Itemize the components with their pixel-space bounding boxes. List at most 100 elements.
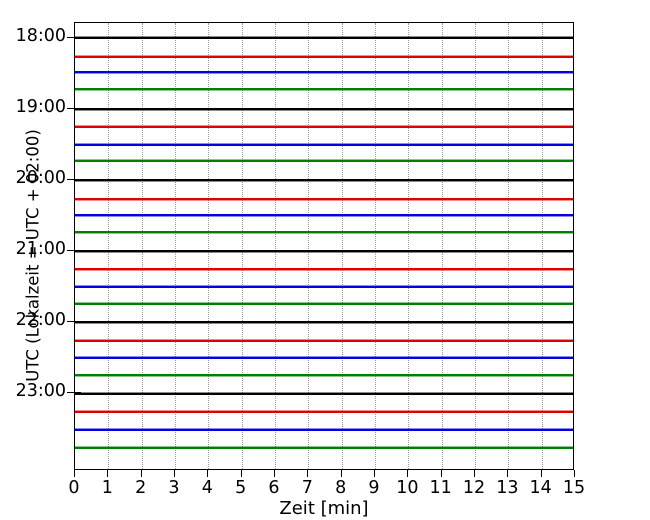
y-tick-mark <box>67 108 74 110</box>
y-tick-mark <box>67 392 74 394</box>
trace-20-30 <box>75 213 573 217</box>
y-tick-mark-inner <box>74 179 81 181</box>
trace-core-line <box>75 392 573 395</box>
x-tick-mark <box>474 470 475 477</box>
gridline-vertical <box>241 23 243 469</box>
trace-core-line <box>75 302 573 305</box>
trace-23-30 <box>75 428 573 432</box>
trace-core-line <box>75 108 573 111</box>
trace-19-00 <box>75 107 573 111</box>
x-tick-mark <box>340 470 342 477</box>
x-tick-mark <box>140 470 142 477</box>
x-tick-mark <box>540 470 542 477</box>
gridline-vertical <box>375 23 376 469</box>
y-tick-mark-inner <box>74 250 81 252</box>
x-tick-label: 1 <box>101 478 113 498</box>
trace-core-line <box>75 268 573 271</box>
x-axis-label: Zeit [min] <box>279 498 369 519</box>
y-tick-mark-inner <box>74 392 81 394</box>
trace-core-line <box>75 446 573 449</box>
gridline-vertical <box>541 23 543 469</box>
trace-core-line <box>75 125 573 128</box>
trace-22-00 <box>75 320 573 324</box>
plot-area <box>74 22 574 470</box>
x-tick-label: 11 <box>429 478 452 498</box>
x-tick-mark <box>274 470 275 477</box>
x-tick-label: 5 <box>235 478 247 498</box>
trace-core-line <box>75 179 573 182</box>
y-axis-label: UTC (Lokalzeit = UTC + 02:00) <box>23 129 43 382</box>
trace-21-30 <box>75 285 573 289</box>
x-tick-label: 3 <box>168 478 180 498</box>
trace-core-line <box>75 357 573 360</box>
gridline-vertical <box>208 23 210 469</box>
y-tick-mark-inner <box>74 36 81 38</box>
trace-18-15 <box>75 54 573 58</box>
gridline-vertical <box>141 23 143 469</box>
x-tick-mark <box>507 470 509 477</box>
trace-core-line <box>75 198 573 201</box>
trace-core-line <box>75 285 573 288</box>
trace-21-45 <box>75 302 573 306</box>
y-tick-label: 20:00 <box>15 168 66 189</box>
y-tick-mark <box>67 250 74 252</box>
x-tick-label: 12 <box>462 478 486 498</box>
x-tick-label: 15 <box>562 478 586 498</box>
x-tick-mark <box>574 470 575 477</box>
x-tick-mark <box>74 470 75 477</box>
trace-core-line <box>75 214 573 217</box>
trace-21-15 <box>75 267 573 271</box>
gridline-vertical <box>408 23 410 469</box>
gridline-vertical <box>175 23 176 469</box>
x-tick-mark <box>440 470 442 477</box>
gridline-vertical <box>308 23 310 469</box>
x-tick-label: 13 <box>496 478 519 498</box>
trace-23-45 <box>75 446 573 450</box>
x-tick-mark <box>207 470 209 477</box>
trace-core-line <box>75 411 573 414</box>
x-tick-mark <box>240 470 242 477</box>
y-tick-label: 19:00 <box>15 97 66 118</box>
gridline-vertical <box>508 23 510 469</box>
trace-22-30 <box>75 356 573 360</box>
trace-20-15 <box>75 197 573 201</box>
x-tick-label: 4 <box>201 478 213 498</box>
x-tick-label: 7 <box>301 478 313 498</box>
trace-20-45 <box>75 230 573 234</box>
trace-23-00 <box>75 391 573 395</box>
trace-19-45 <box>75 159 573 163</box>
x-tick-label: 6 <box>268 478 280 498</box>
x-tick-label: 9 <box>368 478 380 498</box>
trace-22-15 <box>75 339 573 343</box>
x-tick-mark <box>174 470 175 477</box>
trace-core-line <box>75 160 573 163</box>
gridline-vertical <box>108 23 110 469</box>
trace-core-line <box>75 231 573 234</box>
y-tick-mark-inner <box>74 108 81 110</box>
y-tick-label: 21:00 <box>15 239 66 260</box>
x-tick-label: 0 <box>68 478 80 498</box>
x-tick-label: 14 <box>529 478 552 498</box>
trace-core-line <box>75 339 573 342</box>
x-tick-mark <box>407 470 409 477</box>
x-tick-label: 2 <box>135 478 147 498</box>
trace-22-45 <box>75 373 573 377</box>
gridline-vertical <box>275 23 276 469</box>
y-tick-mark <box>67 321 74 323</box>
trace-20-00 <box>75 178 573 182</box>
x-tick-mark <box>307 470 309 477</box>
trace-core-line <box>75 143 573 146</box>
trace-19-15 <box>75 125 573 129</box>
y-tick-mark <box>67 179 74 181</box>
trace-18-45 <box>75 87 573 91</box>
x-tick-mark <box>374 470 375 477</box>
gridline-vertical <box>441 23 443 469</box>
trace-core-line <box>75 37 573 40</box>
trace-core-line <box>75 374 573 377</box>
y-tick-label: 22:00 <box>15 310 66 331</box>
trace-core-line <box>75 428 573 431</box>
y-tick-mark-inner <box>74 321 81 323</box>
trace-18-00 <box>75 36 573 40</box>
trace-core-line <box>75 250 573 253</box>
